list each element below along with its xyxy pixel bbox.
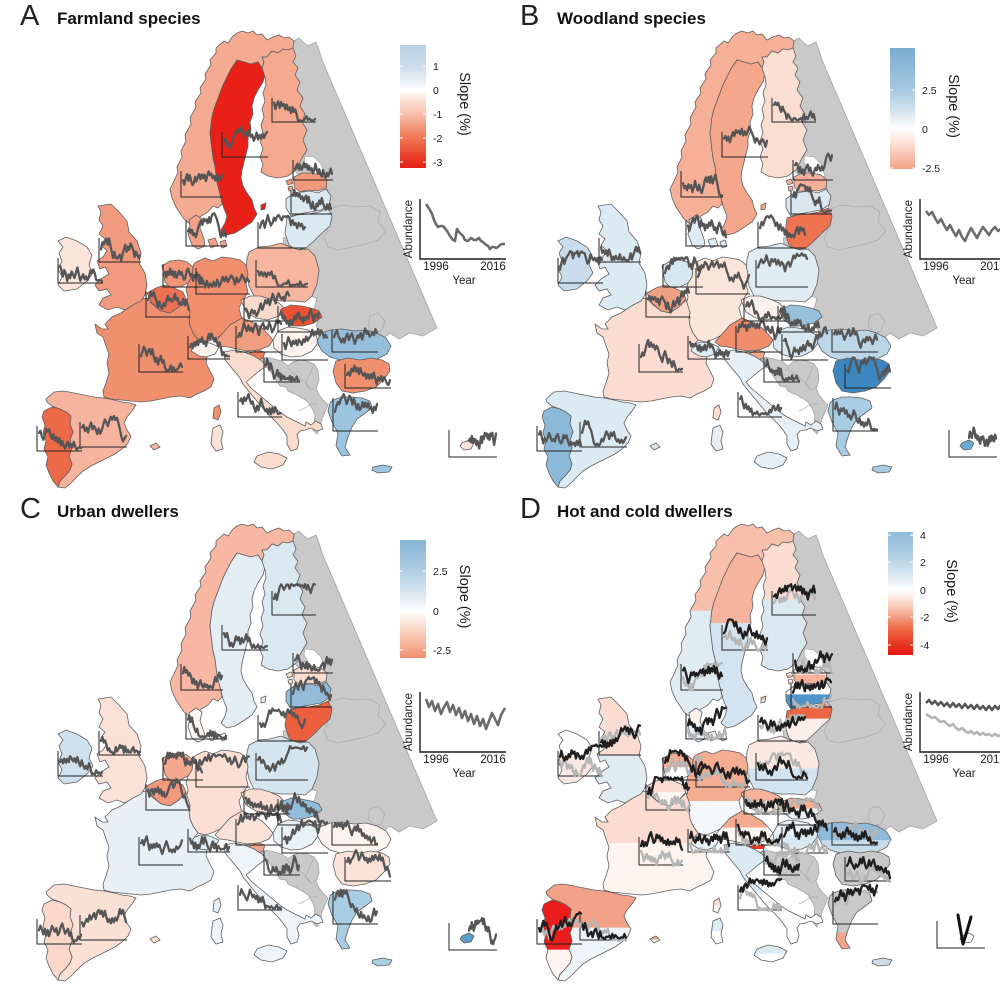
svg-text:0: 0	[920, 585, 926, 597]
svg-text:Hot and cold dwellers: Hot and cold dwellers	[557, 502, 733, 521]
svg-text:2016: 2016	[480, 754, 506, 766]
svg-text:1996: 1996	[423, 261, 449, 273]
svg-text:C: C	[20, 493, 41, 525]
svg-text:1: 1	[433, 61, 439, 73]
svg-text:Abundance: Abundance	[403, 693, 415, 751]
svg-text:1996: 1996	[923, 754, 949, 766]
svg-text:2016: 2016	[480, 261, 506, 273]
svg-text:2016: 2016	[980, 261, 1000, 273]
svg-text:-4: -4	[920, 640, 929, 652]
svg-text:Slope (%): Slope (%)	[943, 559, 959, 623]
svg-text:1996: 1996	[923, 261, 949, 273]
svg-text:D: D	[520, 493, 541, 525]
svg-text:-2.5: -2.5	[922, 163, 940, 175]
svg-text:Year: Year	[952, 768, 975, 780]
svg-text:0: 0	[433, 85, 439, 97]
svg-text:2.5: 2.5	[433, 566, 448, 578]
svg-text:1996: 1996	[423, 754, 449, 766]
svg-text:Farmland species: Farmland species	[57, 9, 201, 28]
svg-text:Year: Year	[452, 768, 475, 780]
svg-text:-2: -2	[920, 612, 929, 624]
svg-text:Abundance: Abundance	[403, 200, 415, 258]
svg-text:Year: Year	[452, 275, 475, 287]
svg-text:-2: -2	[433, 133, 442, 145]
svg-text:Woodland species: Woodland species	[557, 9, 706, 28]
svg-text:0: 0	[922, 124, 928, 136]
svg-text:A: A	[20, 0, 40, 32]
svg-text:0: 0	[433, 606, 439, 618]
svg-text:4: 4	[920, 530, 926, 542]
svg-text:Slope (%): Slope (%)	[456, 565, 472, 629]
svg-text:B: B	[520, 0, 539, 32]
svg-text:Abundance: Abundance	[903, 693, 915, 751]
svg-text:Urban dwellers: Urban dwellers	[57, 502, 179, 521]
svg-text:-1: -1	[433, 109, 442, 121]
svg-text:2016: 2016	[980, 754, 1000, 766]
svg-text:2.5: 2.5	[922, 85, 937, 97]
svg-text:Slope (%): Slope (%)	[456, 72, 472, 136]
svg-text:2: 2	[920, 557, 926, 569]
svg-text:Year: Year	[952, 275, 975, 287]
svg-text:-2.5: -2.5	[433, 645, 451, 657]
svg-text:Slope (%): Slope (%)	[945, 74, 961, 138]
svg-text:-3: -3	[433, 157, 442, 169]
svg-text:Abundance: Abundance	[903, 200, 915, 258]
